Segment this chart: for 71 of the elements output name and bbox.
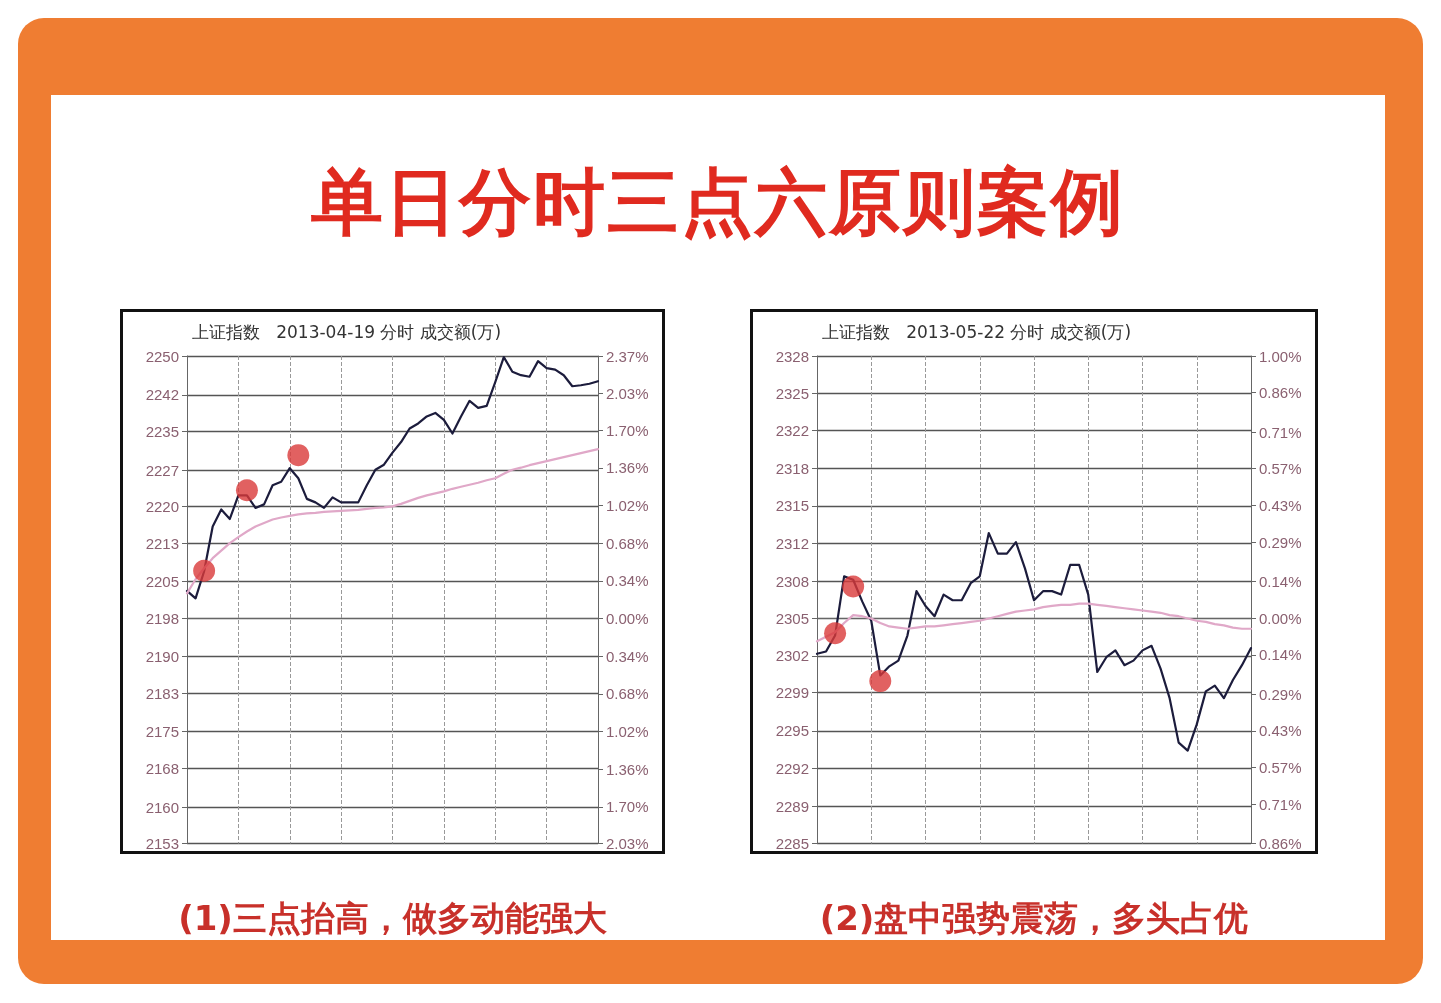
y2-tick-label: 2.37% [606, 347, 649, 365]
y2-tick-label: 0.68% [606, 685, 649, 703]
y2-tick-label: 0.29% [1259, 685, 1302, 703]
chart-title: 上证指数 2013-04-19 分时 成交额(万) [192, 321, 502, 342]
line-series [815, 531, 1253, 752]
y-tick-label: 2190 [145, 647, 179, 665]
y2-tick-label: 2.03% [606, 835, 649, 852]
point [193, 559, 216, 582]
point [869, 670, 892, 693]
y2-tick-label: 1.36% [606, 459, 649, 477]
y2-tick-label: 0.86% [1259, 384, 1302, 402]
y-tick-label: 2160 [145, 798, 179, 816]
point [824, 622, 847, 645]
y-tick-label: 2183 [145, 685, 179, 702]
y2-tick-label: 0.34% [606, 647, 649, 665]
y2-tick-label: 0.71% [1259, 795, 1302, 813]
y-tick-label: 2292 [775, 759, 809, 777]
text: (1)三点抬高，做多动能强大 [177, 897, 608, 940]
y2-tick-label: 0.14% [1259, 646, 1302, 664]
y-tick-label: 2198 [145, 610, 179, 627]
y2-tick-label: 1.70% [606, 798, 649, 816]
y-tick-label: 2220 [145, 497, 179, 515]
y2-tick-label: 0.71% [1259, 423, 1302, 441]
y-tick-label: 2175 [145, 723, 179, 741]
y-tick-label: 2295 [775, 722, 809, 740]
line-series [185, 356, 600, 600]
point [235, 479, 258, 502]
y2-tick-label: 0.68% [606, 534, 649, 552]
y-tick-label: 2308 [775, 572, 809, 590]
y-tick-label: 2242 [145, 386, 179, 404]
y2-tick-label: 0.57% [1259, 758, 1302, 776]
y-tick-label: 2285 [775, 835, 809, 852]
line-series [815, 602, 1253, 643]
y-tick-label: 2328 [775, 347, 809, 365]
y-tick-label: 2235 [145, 422, 179, 440]
y2-tick-label: 1.00% [1259, 347, 1302, 365]
y2-tick-label: 0.57% [1259, 460, 1302, 478]
y-tick-label: 2250 [145, 347, 179, 365]
y-tick-label: 2289 [775, 797, 809, 815]
y2-tick-label: 0.00% [1259, 609, 1302, 627]
y2-tick-label: 0.14% [1259, 572, 1302, 590]
y-tick-label: 2227 [145, 461, 179, 479]
y-tick-label: 2205 [145, 572, 179, 590]
y-tick-label: 2305 [775, 609, 809, 627]
line-series [185, 448, 600, 595]
y-tick-label: 2153 [145, 835, 179, 852]
text: (2)盘中强势震荡，多头占优 [818, 897, 1250, 940]
y2-tick-label: 1.02% [606, 723, 649, 741]
y2-tick-label: 0.34% [606, 572, 649, 590]
y-tick-label: 2302 [775, 647, 809, 665]
y-tick-label: 2315 [775, 497, 809, 515]
y2-tick-label: 1.70% [606, 421, 649, 439]
y-tick-label: 2299 [775, 683, 809, 701]
point [287, 444, 310, 467]
text: 单日分时三点六原则案例 [310, 159, 1126, 246]
y-tick-label: 2318 [775, 460, 809, 478]
y2-tick-label: 0.43% [1259, 722, 1302, 740]
y2-tick-label: 2.03% [606, 385, 649, 403]
y-tick-label: 2322 [775, 422, 809, 440]
chart-title: 上证指数 2013-05-22 分时 成交额(万) [822, 321, 1132, 342]
y2-tick-label: 0.00% [606, 610, 649, 628]
y-tick-label: 2168 [145, 760, 179, 777]
y2-tick-label: 0.43% [1259, 496, 1302, 514]
y-tick-label: 2325 [775, 384, 809, 402]
y-tick-label: 2213 [145, 535, 179, 552]
y2-tick-label: 0.86% [1259, 835, 1302, 852]
y2-tick-label: 0.29% [1259, 533, 1302, 551]
point [842, 575, 865, 598]
y-tick-label: 2312 [775, 534, 809, 552]
y2-tick-label: 1.02% [606, 497, 649, 515]
y2-tick-label: 1.36% [606, 760, 649, 778]
